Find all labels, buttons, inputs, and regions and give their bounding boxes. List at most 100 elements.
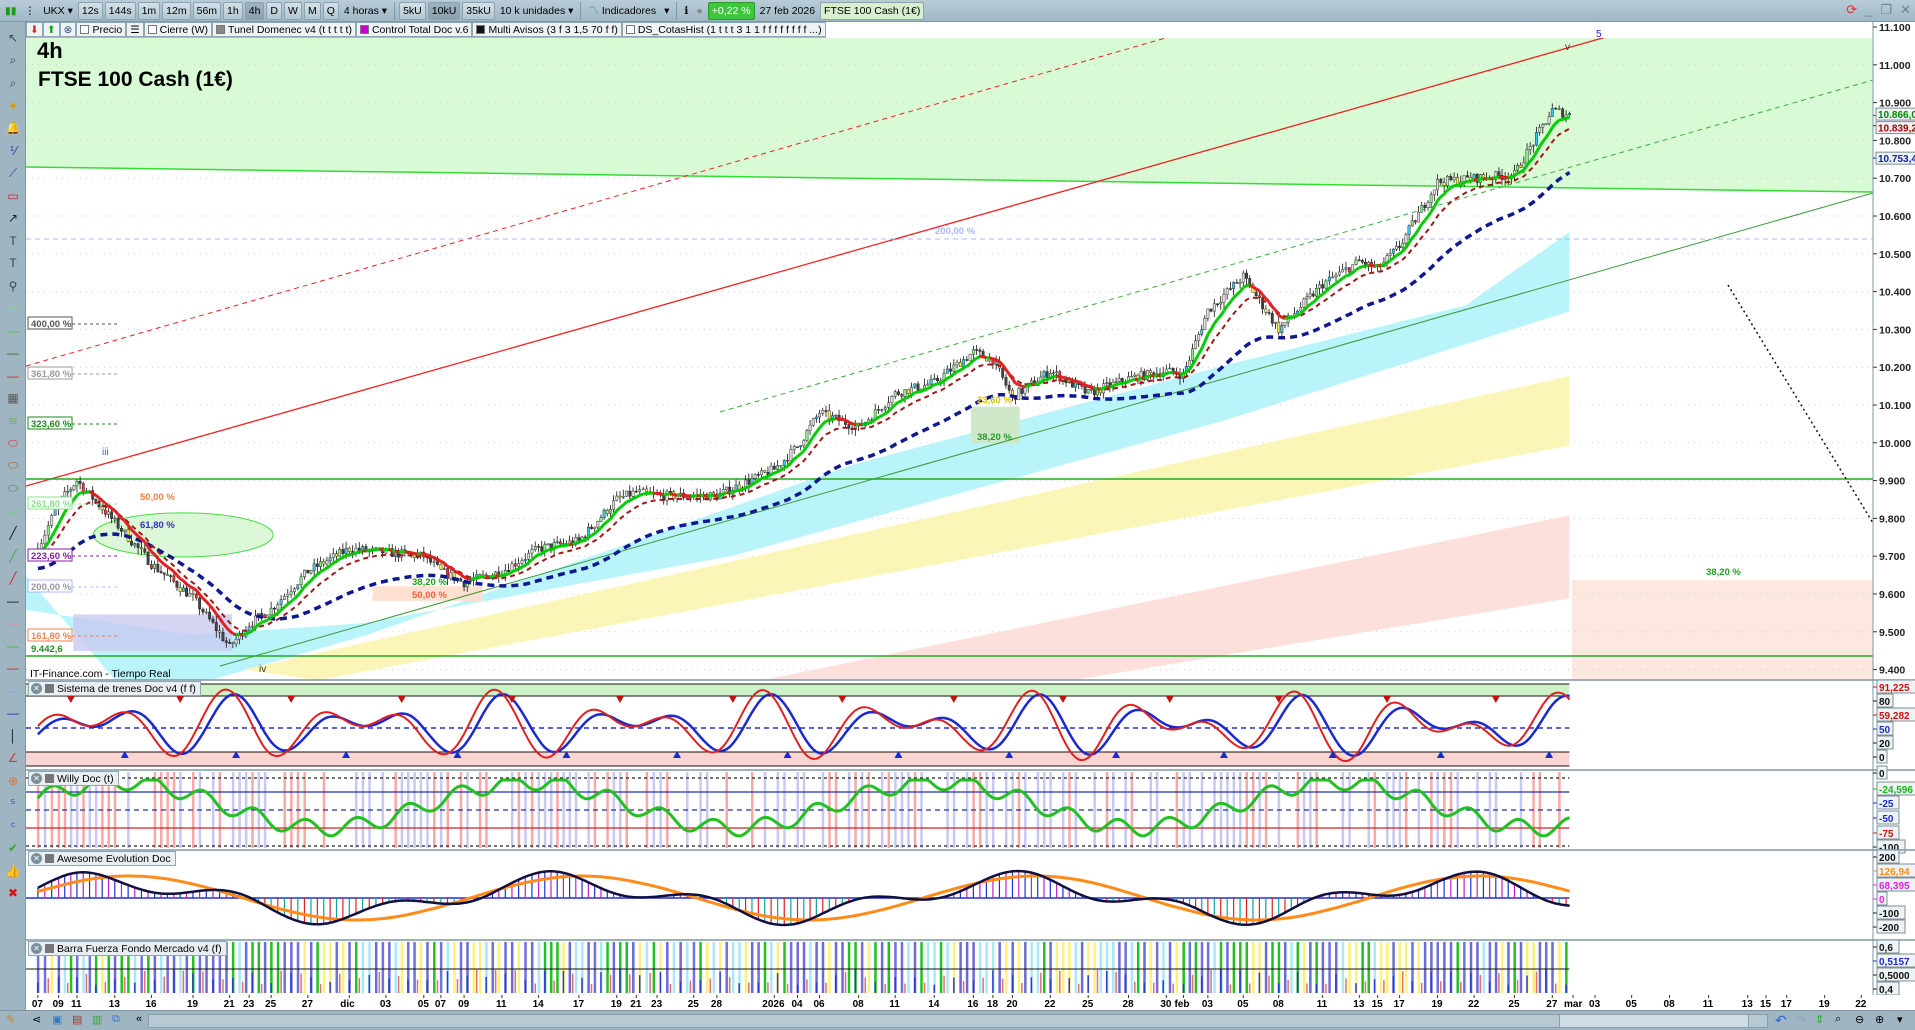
indicator-tab[interactable]: Control Total Doc v.6	[355, 22, 473, 37]
settings-icon[interactable]: ▾	[1897, 1014, 1903, 1026]
restore-icon[interactable]: ❐	[1880, 2, 1893, 17]
indicators-dropdown[interactable]: ▾	[664, 4, 670, 17]
timeframe-Q[interactable]: Q	[322, 1, 339, 20]
ellipse-brown-icon[interactable]: ⬭	[7, 458, 19, 472]
zoom-icon[interactable]: ⌕	[9, 53, 17, 67]
draw-pencil-icon[interactable]: ✎	[6, 1014, 16, 1026]
panel-header[interactable]: ✕ Willy Doc (t)	[28, 771, 119, 786]
rectangle-icon[interactable]: ▭	[7, 188, 19, 203]
ruler-icon[interactable]: ▦	[7, 391, 19, 405]
close-icon[interactable]: ✕	[1900, 2, 1911, 17]
angle-icon[interactable]: ∠	[7, 751, 19, 765]
pattern-icon[interactable]: ≋	[7, 413, 19, 428]
hline-salmon-icon[interactable]: —	[7, 616, 19, 630]
close-panel-icon[interactable]: ✕	[31, 773, 42, 784]
indicator-tab[interactable]: Tunel Domenec v4 (t t t t t)	[212, 22, 356, 37]
alarm-icon[interactable]: ✦	[7, 98, 19, 113]
period-select[interactable]: 4 horas ▾	[343, 4, 388, 17]
timeframe-144s[interactable]: 144s	[104, 1, 136, 20]
indicator-tab[interactable]: DS_CotasHist (1 t t t 3 1 1 f f f f f f …	[621, 22, 826, 37]
panel-header[interactable]: ✕ Awesome Evolution Doc	[28, 851, 176, 866]
zoom-fit-icon[interactable]: ⌕	[1835, 1013, 1842, 1025]
horizontal-scrollbar[interactable]	[148, 1014, 1768, 1028]
timeframe-1m[interactable]: 1m	[137, 1, 161, 20]
trendline-icon[interactable]: ⟋	[8, 165, 18, 180]
chart-type-icon[interactable]: ▮▮	[5, 4, 17, 17]
compare-icon[interactable]: ▥	[92, 1014, 103, 1026]
report-icon[interactable]: ▤	[72, 1014, 83, 1026]
refresh-icon[interactable]: ⟳	[1846, 2, 1858, 17]
arrow-icon[interactable]: ↗	[7, 211, 19, 225]
indicator-tab[interactable]: Cierre (W)	[143, 22, 213, 37]
zoom-in-icon[interactable]: ⊕	[1875, 1014, 1885, 1026]
ellipse-light-icon[interactable]: ⬭	[7, 503, 19, 517]
line-green-icon[interactable]: —	[7, 323, 19, 338]
line-node-icon[interactable]: ⚲	[8, 278, 18, 293]
line-black-icon[interactable]: ╱	[9, 526, 17, 540]
hline-green-icon[interactable]: —	[7, 638, 19, 653]
minimize-icon[interactable]: _	[1865, 2, 1873, 17]
timeframe-12m[interactable]: 12m	[162, 1, 191, 20]
elliott-numbers-icon[interactable]: ⁵	[10, 796, 16, 810]
indicators-button[interactable]: 〽 Indicadores	[585, 2, 659, 20]
unit-35kU[interactable]: 35kU	[462, 1, 495, 20]
scroll-left-button[interactable]: «	[136, 1013, 143, 1025]
scrollbar-thumb[interactable]	[1559, 1015, 1749, 1027]
remove-all-icon[interactable]: ⊗	[59, 22, 77, 37]
fibonacci-icon[interactable]: ⅟	[9, 143, 17, 158]
timeframe-4h[interactable]: 4h	[244, 1, 265, 20]
thumbs-up-icon[interactable]: 👍	[5, 863, 21, 878]
close-panel-icon[interactable]: ✕	[31, 683, 42, 694]
elliott-letters-icon[interactable]: ᶜ	[10, 818, 16, 833]
close-panel-icon[interactable]: ✕	[31, 943, 42, 954]
line-red-diag-icon[interactable]: ╱	[9, 571, 17, 585]
ellipse-green-icon[interactable]: ⬭	[7, 480, 19, 495]
windows-icon[interactable]: ⧉	[112, 1013, 120, 1025]
check-icon[interactable]: ✔	[7, 841, 19, 855]
line-green-diag-icon[interactable]: ╱	[9, 548, 17, 563]
move-down-icon[interactable]: ⬇	[26, 22, 43, 37]
undo-icon[interactable]: ↶	[1775, 1012, 1787, 1028]
line-green-light-icon[interactable]: —	[7, 301, 19, 315]
unit-5kU[interactable]: 5kU	[399, 1, 426, 20]
zoom-area-icon[interactable]: ⌕	[9, 75, 17, 90]
timeframe-56m[interactable]: 56m	[192, 1, 222, 20]
hline-black-icon[interactable]: —	[7, 593, 19, 608]
zoom-out-icon[interactable]: ⊖	[1855, 1014, 1865, 1026]
unit-10kU[interactable]: 10kU	[427, 1, 461, 20]
timeframe-D[interactable]: D	[266, 1, 283, 20]
timeframe-W[interactable]: W	[284, 1, 302, 20]
move-up-icon[interactable]: ⬆	[42, 22, 60, 37]
hline-red-icon[interactable]: —	[7, 661, 19, 675]
redo-icon[interactable]: ↷	[1795, 1012, 1807, 1028]
indicator-tab[interactable]: Multi Avisos (3 f 3 1,5 70 f f)	[472, 22, 622, 37]
hline-lightblue-icon[interactable]: —	[7, 683, 19, 698]
comment-icon[interactable]: ▣	[52, 1014, 63, 1026]
panel-header[interactable]: ✕ Barra Fuerza Fondo Mercado v4 (f)	[28, 941, 227, 956]
vline-icon[interactable]: │	[9, 728, 17, 743]
timeframe-1h[interactable]: 1h	[223, 1, 243, 20]
share-icon[interactable]: ⋖	[32, 1014, 42, 1026]
panel-header[interactable]: ✕ Sistema de trenes Doc v4 (f f)	[28, 681, 201, 696]
hline-blue-icon[interactable]: —	[7, 706, 19, 720]
cursor-icon[interactable]: ↖	[7, 31, 19, 45]
timeframe-12s[interactable]: 12s	[77, 1, 103, 20]
indicator-tab[interactable]: Precio	[76, 22, 127, 37]
bell-icon[interactable]: 🔔	[5, 121, 21, 135]
layout-icon[interactable]: ⋮	[24, 4, 36, 17]
delete-icon[interactable]: ✖	[7, 886, 19, 900]
circle-icon[interactable]: ⊕	[7, 773, 19, 788]
symbol-select[interactable]: UKX ▾	[43, 4, 73, 17]
list-icon[interactable]: ☰	[126, 22, 144, 37]
autoscale-icon[interactable]: ⇕	[1815, 1014, 1825, 1026]
line-dark-green-icon[interactable]: —	[7, 346, 19, 360]
text-t-icon[interactable]: T	[9, 256, 17, 270]
info-icon[interactable]: ℹ	[684, 4, 689, 17]
timeframe-M[interactable]: M	[303, 1, 321, 20]
close-panel-icon[interactable]: ✕	[31, 853, 42, 864]
units-select[interactable]: 10 k unidades ▾	[499, 4, 574, 17]
text-icon[interactable]: T	[9, 233, 17, 248]
ellipse-red-icon[interactable]: ⬭	[7, 435, 19, 450]
line-red-icon[interactable]: —	[7, 368, 19, 383]
